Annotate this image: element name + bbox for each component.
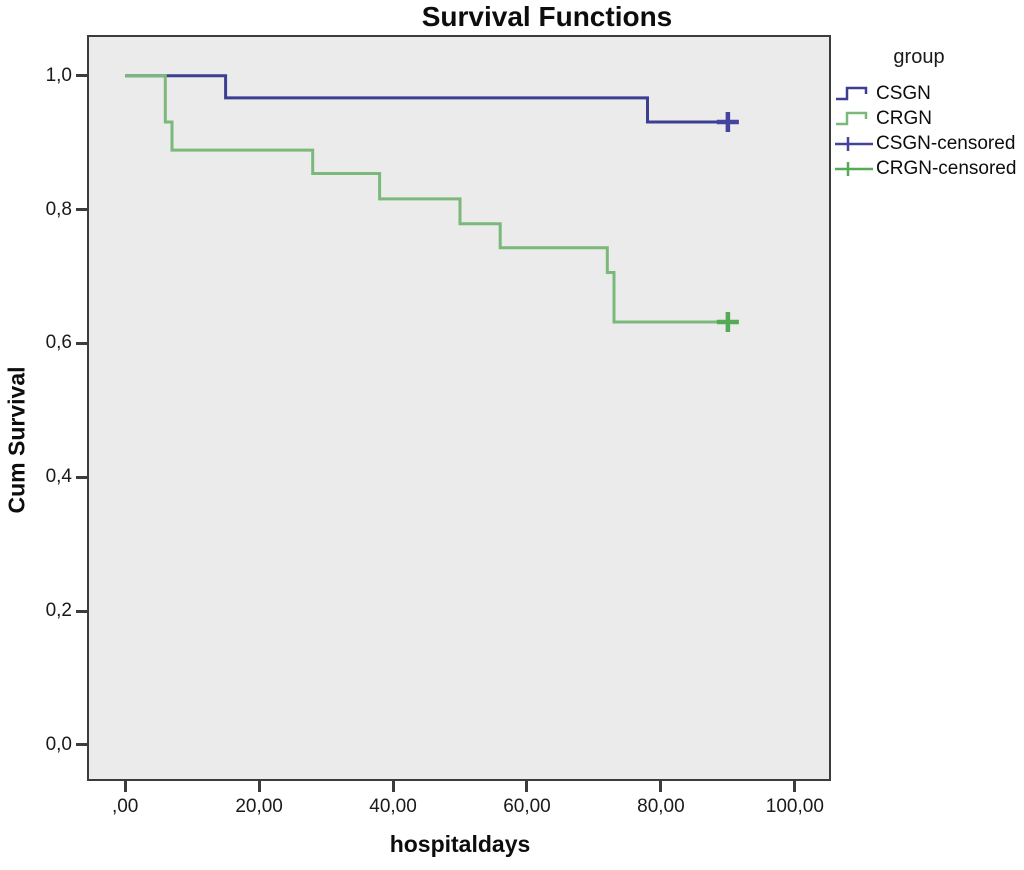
- censor-mark-crgn: [716, 312, 739, 333]
- x-axis-tick-label: 80,00: [637, 796, 685, 817]
- x-axis-tick-label: 40,00: [369, 796, 417, 817]
- censor-mark-csgn: [716, 111, 739, 132]
- y-axis-tick-label: 0,4: [45, 466, 72, 488]
- plot-area: [87, 35, 831, 781]
- x-axis-tick: [257, 781, 261, 792]
- y-axis-tick: [76, 208, 87, 212]
- legend-item-label: CSGN: [876, 82, 931, 104]
- y-axis-tick-label: 0,2: [45, 600, 72, 622]
- censored-plus-icon: [835, 161, 873, 176]
- y-axis-tick: [76, 341, 87, 345]
- y-axis-tick-label: 0,0: [45, 733, 72, 755]
- legend-title: group: [893, 46, 945, 68]
- legend-item-label: CRGN-censored: [876, 157, 1017, 179]
- y-axis-tick-label: 0,6: [45, 332, 72, 354]
- legend-item-label: CRGN: [876, 107, 932, 129]
- y-axis-tick-label: 1,0: [45, 64, 72, 86]
- x-axis-tick: [659, 781, 663, 792]
- censored-plus-icon: [835, 136, 873, 151]
- x-axis-tick-label: ,00: [111, 796, 139, 817]
- survival-curve-csgn: [125, 74, 728, 124]
- y-axis-title: Cum Survival: [3, 366, 30, 514]
- legend-item-crgn: CRGN: [834, 106, 1024, 131]
- x-axis-tick-label: 20,00: [235, 796, 283, 817]
- y-axis-tick: [76, 743, 87, 747]
- legend-item-label: CSGN-censored: [876, 132, 1016, 154]
- legend-item-csgn: CSGN: [834, 81, 1024, 106]
- step-line-icon: [836, 111, 868, 125]
- x-axis-tick-label: 60,00: [503, 796, 551, 817]
- y-axis-tick: [76, 609, 87, 613]
- x-axis-tick-label: 100,00: [765, 796, 824, 817]
- legend: group CSGN CRGN CSGN-censored CRGN-censored: [834, 46, 1024, 181]
- y-axis-tick: [76, 475, 87, 479]
- x-axis-tick: [793, 781, 797, 792]
- survival-curve-crgn: [125, 74, 728, 324]
- x-axis-tick: [123, 781, 127, 792]
- y-axis-tick: [76, 74, 87, 78]
- legend-item-crgn-censored: CRGN-censored: [834, 156, 1024, 181]
- step-line-icon: [836, 86, 868, 100]
- legend-item-csgn-censored: CSGN-censored: [834, 131, 1024, 156]
- chart-title: Survival Functions: [421, 1, 673, 32]
- x-axis-title: hospitaldays: [389, 831, 531, 857]
- y-axis-tick-label: 0,8: [45, 198, 72, 220]
- legend-items: CSGN CRGN CSGN-censored CRGN-censored: [834, 81, 1024, 181]
- x-axis-tick: [391, 781, 395, 792]
- survival-curves-canvas: [125, 74, 739, 333]
- x-axis-tick: [525, 781, 529, 792]
